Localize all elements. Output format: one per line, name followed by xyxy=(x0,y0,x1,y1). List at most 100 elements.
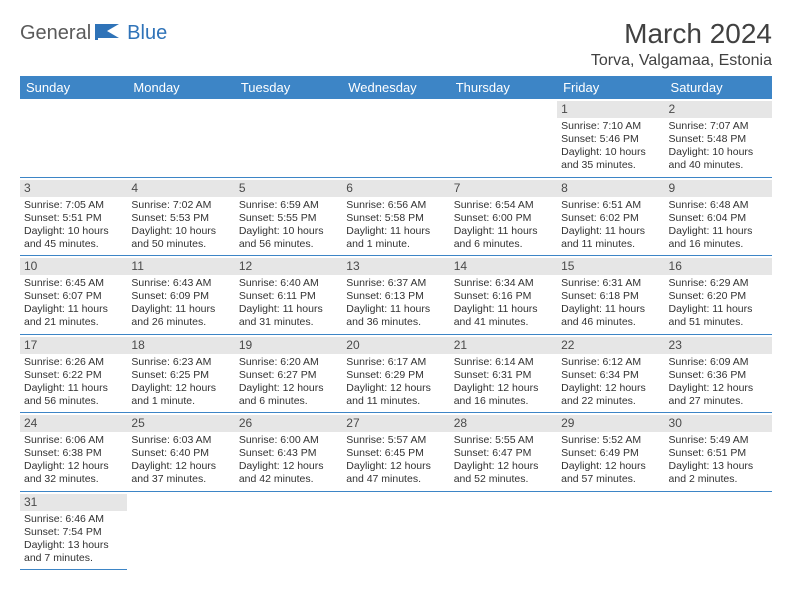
calendar-table: SundayMondayTuesdayWednesdayThursdayFrid… xyxy=(20,76,772,570)
day-number: 4 xyxy=(127,180,234,197)
daylight-text: Daylight: 12 hours xyxy=(669,382,768,395)
daylight-text: and 6 minutes. xyxy=(454,238,553,251)
daylight-text: and 36 minutes. xyxy=(346,316,445,329)
daylight-text: Daylight: 13 hours xyxy=(24,539,123,552)
daylight-text: Daylight: 11 hours xyxy=(454,225,553,238)
day-cell-22: 22Sunrise: 6:12 AMSunset: 6:34 PMDayligh… xyxy=(557,334,664,413)
empty-cell xyxy=(127,491,234,570)
day-number: 1 xyxy=(557,101,664,118)
month-title: March 2024 xyxy=(591,18,772,50)
daylight-text: and 40 minutes. xyxy=(669,159,768,172)
sunset-text: Sunset: 5:53 PM xyxy=(131,212,230,225)
sunset-text: Sunset: 6:38 PM xyxy=(24,447,123,460)
sunrise-text: Sunrise: 6:37 AM xyxy=(346,277,445,290)
sunrise-text: Sunrise: 7:10 AM xyxy=(561,120,660,133)
empty-cell xyxy=(450,491,557,570)
daylight-text: and 6 minutes. xyxy=(239,395,338,408)
day-cell-19: 19Sunrise: 6:20 AMSunset: 6:27 PMDayligh… xyxy=(235,334,342,413)
day-cell-5: 5Sunrise: 6:59 AMSunset: 5:55 PMDaylight… xyxy=(235,177,342,256)
day-number: 23 xyxy=(665,337,772,354)
sunrise-text: Sunrise: 6:29 AM xyxy=(669,277,768,290)
weekday-friday: Friday xyxy=(557,76,664,99)
day-number: 27 xyxy=(342,415,449,432)
sunset-text: Sunset: 7:54 PM xyxy=(24,526,123,539)
sunrise-text: Sunrise: 7:05 AM xyxy=(24,199,123,212)
sunset-text: Sunset: 6:02 PM xyxy=(561,212,660,225)
sunrise-text: Sunrise: 7:02 AM xyxy=(131,199,230,212)
daylight-text: and 1 minute. xyxy=(346,238,445,251)
day-cell-14: 14Sunrise: 6:34 AMSunset: 6:16 PMDayligh… xyxy=(450,256,557,335)
daylight-text: Daylight: 10 hours xyxy=(561,146,660,159)
daylight-text: and 45 minutes. xyxy=(24,238,123,251)
sunrise-text: Sunrise: 6:46 AM xyxy=(24,513,123,526)
day-cell-23: 23Sunrise: 6:09 AMSunset: 6:36 PMDayligh… xyxy=(665,334,772,413)
daylight-text: and 11 minutes. xyxy=(346,395,445,408)
daylight-text: and 22 minutes. xyxy=(561,395,660,408)
daylight-text: and 11 minutes. xyxy=(561,238,660,251)
location: Torva, Valgamaa, Estonia xyxy=(591,52,772,70)
empty-cell xyxy=(20,99,127,177)
daylight-text: and 42 minutes. xyxy=(239,473,338,486)
daylight-text: and 47 minutes. xyxy=(346,473,445,486)
day-number: 10 xyxy=(20,258,127,275)
sunrise-text: Sunrise: 5:49 AM xyxy=(669,434,768,447)
daylight-text: Daylight: 12 hours xyxy=(346,382,445,395)
sunrise-text: Sunrise: 6:43 AM xyxy=(131,277,230,290)
sunset-text: Sunset: 6:31 PM xyxy=(454,369,553,382)
sunrise-text: Sunrise: 6:14 AM xyxy=(454,356,553,369)
sunrise-text: Sunrise: 6:12 AM xyxy=(561,356,660,369)
sunset-text: Sunset: 6:36 PM xyxy=(669,369,768,382)
sunrise-text: Sunrise: 6:23 AM xyxy=(131,356,230,369)
week-row: 17Sunrise: 6:26 AMSunset: 6:22 PMDayligh… xyxy=(20,334,772,413)
day-cell-4: 4Sunrise: 7:02 AMSunset: 5:53 PMDaylight… xyxy=(127,177,234,256)
day-cell-17: 17Sunrise: 6:26 AMSunset: 6:22 PMDayligh… xyxy=(20,334,127,413)
daylight-text: Daylight: 12 hours xyxy=(131,382,230,395)
sunset-text: Sunset: 6:49 PM xyxy=(561,447,660,460)
empty-cell xyxy=(342,491,449,570)
day-number: 16 xyxy=(665,258,772,275)
sunrise-text: Sunrise: 6:48 AM xyxy=(669,199,768,212)
daylight-text: and 52 minutes. xyxy=(454,473,553,486)
empty-cell xyxy=(342,99,449,177)
daylight-text: Daylight: 11 hours xyxy=(24,382,123,395)
day-cell-9: 9Sunrise: 6:48 AMSunset: 6:04 PMDaylight… xyxy=(665,177,772,256)
weekday-monday: Monday xyxy=(127,76,234,99)
week-row: 10Sunrise: 6:45 AMSunset: 6:07 PMDayligh… xyxy=(20,256,772,335)
day-cell-1: 1Sunrise: 7:10 AMSunset: 5:46 PMDaylight… xyxy=(557,99,664,177)
day-number: 26 xyxy=(235,415,342,432)
day-cell-31: 31 Sunrise: 6:46 AMSunset: 7:54 PMDayligh… xyxy=(20,491,127,570)
sunset-text: Sunset: 6:20 PM xyxy=(669,290,768,303)
daylight-text: Daylight: 11 hours xyxy=(131,303,230,316)
sunset-text: Sunset: 6:16 PM xyxy=(454,290,553,303)
sunset-text: Sunset: 6:18 PM xyxy=(561,290,660,303)
calendar-body: 1Sunrise: 7:10 AMSunset: 5:46 PMDaylight… xyxy=(20,99,772,570)
daylight-text: Daylight: 13 hours xyxy=(669,460,768,473)
sunrise-text: Sunrise: 6:26 AM xyxy=(24,356,123,369)
header: General Blue March 2024 Torva, Valgamaa,… xyxy=(20,18,772,70)
daylight-text: and 41 minutes. xyxy=(454,316,553,329)
sunset-text: Sunset: 6:45 PM xyxy=(346,447,445,460)
sunrise-text: Sunrise: 6:59 AM xyxy=(239,199,338,212)
logo-text-general: General xyxy=(20,22,91,45)
daylight-text: and 7 minutes. xyxy=(24,552,123,565)
daylight-text: Daylight: 12 hours xyxy=(24,460,123,473)
sunset-text: Sunset: 6:11 PM xyxy=(239,290,338,303)
sunrise-text: Sunrise: 6:54 AM xyxy=(454,199,553,212)
sunrise-text: Sunrise: 6:06 AM xyxy=(24,434,123,447)
sunrise-text: Sunrise: 6:00 AM xyxy=(239,434,338,447)
daylight-text: Daylight: 12 hours xyxy=(454,460,553,473)
daylight-text: Daylight: 10 hours xyxy=(239,225,338,238)
sunset-text: Sunset: 6:43 PM xyxy=(239,447,338,460)
daylight-text: and 46 minutes. xyxy=(561,316,660,329)
day-cell-16: 16Sunrise: 6:29 AMSunset: 6:20 PMDayligh… xyxy=(665,256,772,335)
sunset-text: Sunset: 5:58 PM xyxy=(346,212,445,225)
week-row: 3Sunrise: 7:05 AMSunset: 5:51 PMDaylight… xyxy=(20,177,772,256)
weekday-sunday: Sunday xyxy=(20,76,127,99)
weekday-header-row: SundayMondayTuesdayWednesdayThursdayFrid… xyxy=(20,76,772,99)
day-number: 31 xyxy=(20,494,127,511)
daylight-text: Daylight: 11 hours xyxy=(454,303,553,316)
day-cell-3: 3Sunrise: 7:05 AMSunset: 5:51 PMDaylight… xyxy=(20,177,127,256)
empty-cell xyxy=(450,99,557,177)
sunrise-text: Sunrise: 5:52 AM xyxy=(561,434,660,447)
sunset-text: Sunset: 6:04 PM xyxy=(669,212,768,225)
